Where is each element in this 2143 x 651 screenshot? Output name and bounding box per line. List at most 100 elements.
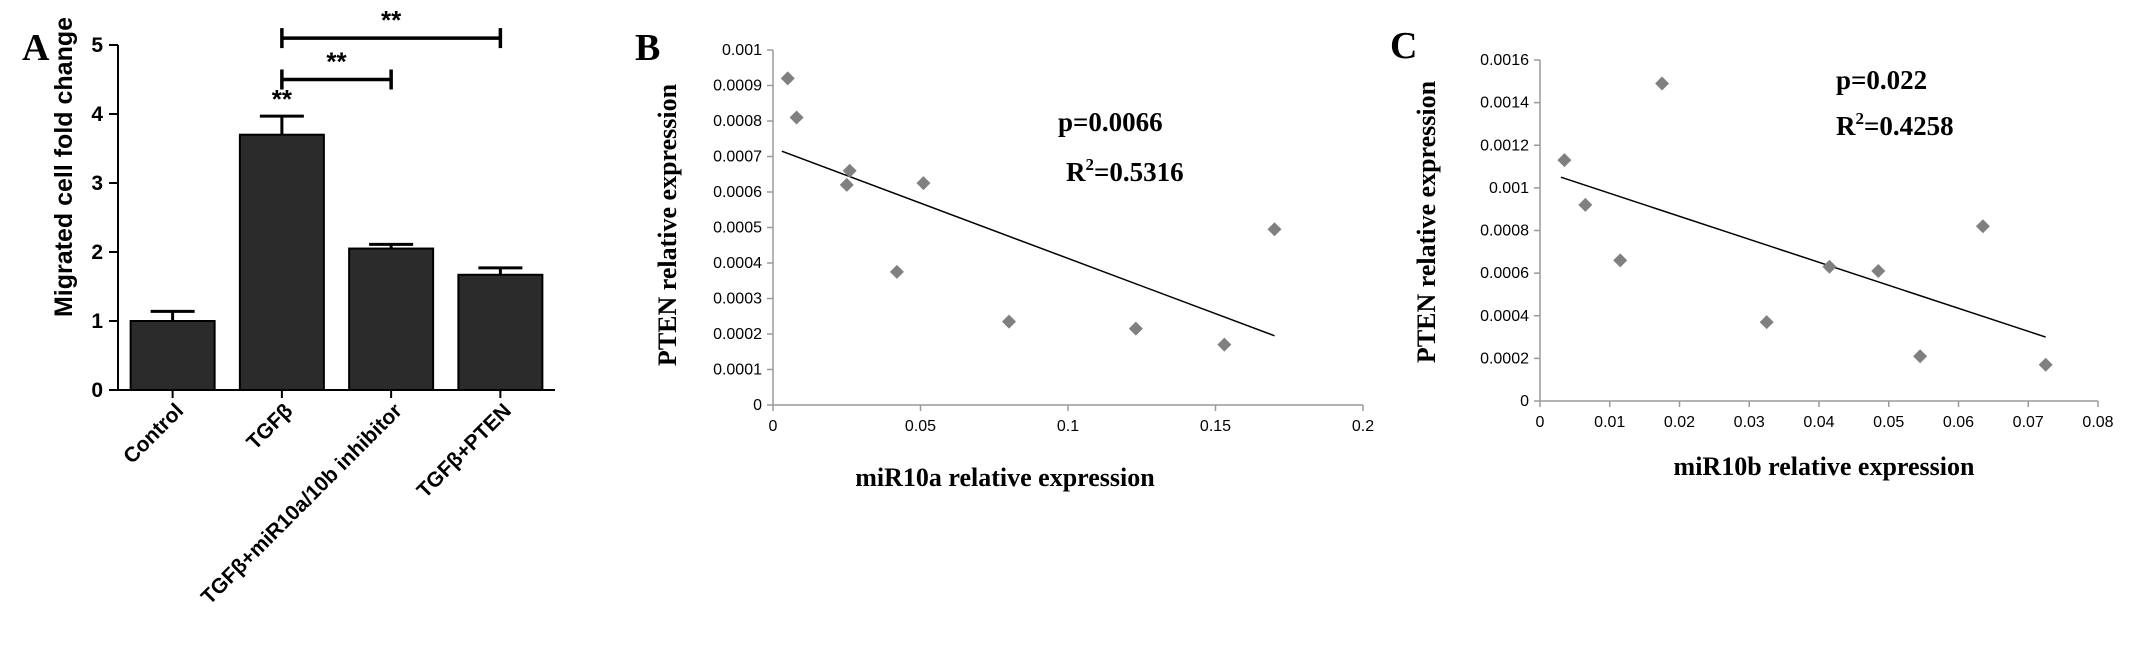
c-r2-prefix: R <box>1836 111 1856 141</box>
a-bar-0 <box>129 320 216 391</box>
b-y-tick-label-7: 0.0007 <box>713 149 762 166</box>
c-y-ticks: 0 0.0002 0.0004 0.0006 0.0008 0.001 0.0012 0.00… <box>1480 52 1540 410</box>
c-y-tick-label-8: 0.0016 <box>1480 52 1529 69</box>
b-r2-sup: 2 <box>1086 155 1095 174</box>
b-x-tick-label-3: 0.15 <box>1200 418 1231 435</box>
c-point-5 <box>1822 259 1837 274</box>
b-r2-value: =0.5316 <box>1094 157 1184 187</box>
a-y-tick-label-4: 4 <box>91 103 103 126</box>
b-y-ticks: 0 0.0001 0.0002 0.0003 0.0004 0.0005 0.0006 0.0… <box>713 42 773 414</box>
b-x-tick-label-0: 0 <box>769 418 778 435</box>
c-point-8 <box>1975 219 1990 234</box>
c-y-tick-label-2: 0.0004 <box>1480 308 1529 325</box>
c-x-ticks: 0 0.01 0.02 0.03 0.04 0.05 0.06 0.07 0.08 <box>1536 401 2114 431</box>
b-x-tick-label-4: 0.2 <box>1352 418 1374 435</box>
a-y-ticks: 0 1 2 3 4 5 <box>91 34 118 402</box>
b-x-ticks: 0 0.05 0.1 0.15 0.2 <box>769 405 1374 435</box>
c-r2-sup: 2 <box>1856 109 1865 128</box>
b-x-tick-label-1: 0.05 <box>905 418 936 435</box>
c-point-2 <box>1613 253 1628 268</box>
a-bar-1 <box>238 133 325 391</box>
b-r-squared: R2=0.5316 <box>1066 155 1184 187</box>
a-comparison-label-0: ** <box>326 47 347 77</box>
b-trendline <box>781 150 1275 337</box>
c-y-tick-label-6: 0.0012 <box>1480 137 1529 154</box>
b-point-0 <box>780 71 795 86</box>
a-y-tick-label-2: 2 <box>91 241 103 264</box>
b-y-tick-label-0: 0 <box>753 397 762 414</box>
a-y-tick-label-3: 3 <box>91 172 103 195</box>
c-point-1 <box>1578 197 1593 212</box>
c-x-tick-label-0: 0 <box>1536 414 1545 431</box>
panel-c-scatter-chart: C 0 0.0002 0.0004 0.0006 0.0008 0.001 0.0012 0.… <box>1390 25 2114 481</box>
b-y-axis-label: PTEN relative expression <box>653 83 682 366</box>
c-y-tick-label-7: 0.0014 <box>1480 95 1529 112</box>
c-point-6 <box>1871 263 1886 278</box>
panel-letter-a: A <box>22 27 50 69</box>
b-y-tick-label-9: 0.0009 <box>713 78 762 95</box>
b-point-1 <box>789 110 804 125</box>
b-y-tick-label-2: 0.0002 <box>713 326 762 343</box>
c-y-axis-label: PTEN relative expression <box>1412 80 1441 363</box>
c-point-9 <box>2038 357 2053 372</box>
b-y-tick-label-8: 0.0008 <box>713 113 762 130</box>
b-p-value: p=0.0066 <box>1058 107 1163 137</box>
c-x-axis-label: miR10b relative expression <box>1674 452 1975 481</box>
a-y-axis-label: Migrated cell fold change <box>50 17 78 317</box>
c-y-tick-label-4: 0.0008 <box>1480 223 1529 240</box>
a-category-label-2: TGFβ+miR10a/10b inhibitor <box>197 399 407 609</box>
b-y-tick-label-3: 0.0003 <box>713 291 762 308</box>
b-y-tick-label-10: 0.001 <box>722 42 762 59</box>
c-y-tick-label-5: 0.001 <box>1489 180 1529 197</box>
b-point-2 <box>839 177 854 192</box>
a-bars <box>129 114 544 398</box>
c-x-tick-label-6: 0.06 <box>1943 414 1974 431</box>
b-point-6 <box>1002 314 1016 329</box>
panel-b-scatter-chart: B 00.00010.00020.00030.00040.00050.00060… <box>635 27 1374 492</box>
c-x-tick-label-4: 0.04 <box>1803 414 1834 431</box>
c-r-squared: R2=0.4258 <box>1836 109 1954 141</box>
b-point-9 <box>1267 222 1282 237</box>
c-point-3 <box>1655 76 1670 91</box>
b-x-tick-label-2: 0.1 <box>1057 418 1079 435</box>
c-y-tick-label-1: 0.0002 <box>1480 350 1529 367</box>
a-bar-3 <box>457 273 544 391</box>
a-y-tick-label-1: 1 <box>91 310 103 333</box>
a-bar-mark-0: ** <box>272 84 293 114</box>
b-point-4 <box>889 264 904 279</box>
c-x-tick-label-5: 0.05 <box>1873 414 1904 431</box>
b-points <box>780 71 1282 352</box>
a-comparison-label-1: ** <box>381 5 402 35</box>
panel-letter-b: B <box>635 27 660 69</box>
a-category-label-1: TGFβ <box>242 399 297 454</box>
c-y-tick-label-3: 0.0006 <box>1480 265 1529 282</box>
b-point-7 <box>1128 321 1143 336</box>
c-points <box>1557 76 2053 372</box>
c-x-tick-label-8: 0.08 <box>2082 414 2113 431</box>
a-significance-marks: ** ** ** <box>272 5 503 114</box>
b-x-axis-label: miR10a relative expression <box>855 463 1155 492</box>
a-y-tick-label-5: 5 <box>91 34 103 57</box>
c-x-tick-label-2: 0.02 <box>1664 414 1695 431</box>
panel-letter-c: C <box>1390 25 1417 67</box>
a-bar-2 <box>348 247 435 391</box>
a-category-label-3: TGFβ+PTEN <box>413 399 516 502</box>
c-r2-value: =0.4258 <box>1864 111 1954 141</box>
b-point-8 <box>1217 337 1232 352</box>
b-y-tick-label-5: 0.0005 <box>713 220 762 237</box>
c-x-tick-label-1: 0.01 <box>1594 414 1625 431</box>
c-p-value: p=0.022 <box>1836 65 1927 95</box>
b-y-tick-label-4: 0.0004 <box>713 255 762 272</box>
b-point-3 <box>842 163 857 178</box>
c-point-4 <box>1759 315 1774 330</box>
b-r2-prefix: R <box>1066 157 1086 187</box>
c-x-tick-label-3: 0.03 <box>1734 414 1765 431</box>
c-point-7 <box>1913 349 1928 364</box>
a-y-tick-label-0: 0 <box>91 379 103 402</box>
b-y-tick-label-1: 0.0001 <box>713 362 762 379</box>
b-point-5 <box>916 176 931 191</box>
a-category-label-0: Control <box>119 399 188 468</box>
